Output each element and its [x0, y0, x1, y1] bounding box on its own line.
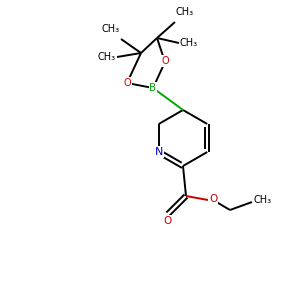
Text: CH₃: CH₃	[102, 24, 120, 34]
Text: CH₃: CH₃	[254, 195, 272, 205]
Text: CH₃: CH₃	[98, 52, 116, 62]
Text: O: O	[209, 194, 217, 204]
Text: O: O	[161, 56, 169, 66]
Text: CH₃: CH₃	[180, 38, 198, 48]
Text: N: N	[154, 147, 163, 157]
Text: O: O	[163, 216, 171, 226]
Text: B: B	[149, 83, 157, 93]
Text: CH₃: CH₃	[176, 7, 194, 17]
Text: O: O	[123, 78, 131, 88]
